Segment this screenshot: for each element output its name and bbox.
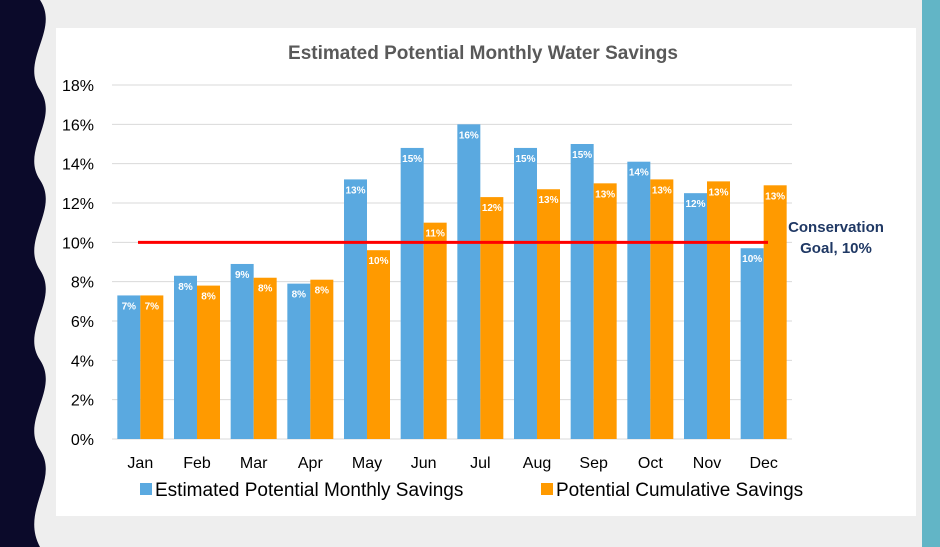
data-label-monthly: 8% [178,282,193,293]
data-label-monthly: 9% [235,270,250,281]
bar-cumulative [650,179,674,439]
wavy-left-border [0,0,46,547]
data-label-monthly: 15% [515,154,535,165]
y-axis-ticks: 0% 2% 4% 6% 8% 10% 12% 14% 16% 18% [62,78,94,449]
x-tick-label: Jun [411,455,437,472]
bar-cumulative [310,279,334,439]
goal-label-line2: Goal, 10% [800,240,872,257]
bar-cumulative [537,189,560,439]
bar-monthly [117,295,141,439]
x-tick-label: May [352,455,382,472]
data-label-monthly: 13% [345,185,365,196]
chart-title: Estimated Potential Monthly Water Saving… [288,43,678,64]
goal-label-line1: Conservation [788,219,884,236]
bar-monthly [684,193,707,439]
chart-panel: Estimated Potential Monthly Water Saving… [56,28,916,516]
y-tick-label: 2% [71,393,94,410]
bar-monthly [627,161,651,439]
bar-cumulative [763,185,787,439]
bar-cumulative [197,285,220,439]
data-label-monthly: 14% [629,168,649,179]
bar-cumulative [367,250,390,439]
legend-swatch-monthly [140,483,152,495]
data-label-monthly: 15% [572,150,592,161]
data-label-cumulative: 13% [538,195,558,206]
bar-chart: Estimated Potential Monthly Water Saving… [62,43,884,501]
x-tick-label: Sep [579,455,608,472]
x-tick-label: Jul [470,455,490,472]
y-tick-label: 8% [71,275,94,292]
data-label-cumulative: 8% [315,286,330,297]
legend: Estimated Potential Monthly Savings Pote… [140,480,803,501]
y-tick-label: 10% [62,235,94,252]
bar-monthly [344,179,367,439]
y-tick-label: 18% [62,78,94,95]
data-label-monthly: 7% [122,301,137,312]
bar-monthly [570,144,594,439]
y-tick-label: 14% [62,157,94,174]
x-axis-ticks: Jan Feb Mar Apr May Jun Jul Aug Sep Oct Nov Dec [127,455,777,472]
bar-cumulative [140,295,164,439]
data-label-cumulative: 8% [201,292,216,303]
x-tick-label: Dec [749,455,777,472]
legend-swatch-cumulative [541,483,553,495]
data-label-cumulative: 11% [425,229,445,240]
data-label-monthly: 15% [402,154,422,165]
data-label-cumulative: 13% [595,189,615,200]
data-label-cumulative: 8% [258,284,273,295]
x-tick-label: Feb [183,455,211,472]
data-label-monthly: 12% [685,199,705,210]
data-label-monthly: 16% [459,130,479,141]
y-tick-label: 6% [71,314,94,331]
bar-cumulative [707,181,730,439]
right-accent-band [922,0,940,547]
bar-cumulative [253,277,277,439]
bar-monthly [740,248,764,439]
y-tick-label: 12% [62,196,94,213]
data-label-cumulative: 10% [368,256,388,267]
y-tick-label: 4% [71,353,94,370]
x-tick-label: Apr [298,455,324,472]
bar-monthly [457,124,481,439]
bars [117,124,787,439]
data-label-monthly: 10% [742,254,762,265]
bar-monthly [174,275,197,439]
data-label-cumulative: 13% [708,187,728,198]
legend-label-monthly: Estimated Potential Monthly Savings [155,480,463,501]
data-labels: 7% 7% 8% 8% 9% 8% 8% 8% 13% 10% 15% 11% 16% 12% 15% 13%… [122,130,786,312]
bar-cumulative [480,197,504,439]
bar-cumulative [593,183,617,439]
x-tick-label: Mar [240,455,268,472]
bar-monthly [287,283,311,439]
x-tick-label: Aug [523,455,551,472]
bar-cumulative [423,222,447,439]
x-tick-label: Nov [693,455,721,472]
data-label-cumulative: 13% [652,185,672,196]
x-tick-label: Oct [638,455,663,472]
x-tick-label: Jan [127,455,153,472]
data-label-cumulative: 12% [482,203,502,214]
bar-monthly [230,263,254,439]
data-label-cumulative: 13% [765,191,785,202]
y-tick-label: 0% [71,432,94,449]
bar-monthly [514,147,537,439]
y-tick-label: 16% [62,117,94,134]
bar-monthly [400,147,424,439]
legend-label-cumulative: Potential Cumulative Savings [556,480,803,501]
data-label-monthly: 8% [292,290,307,301]
data-label-cumulative: 7% [145,301,160,312]
